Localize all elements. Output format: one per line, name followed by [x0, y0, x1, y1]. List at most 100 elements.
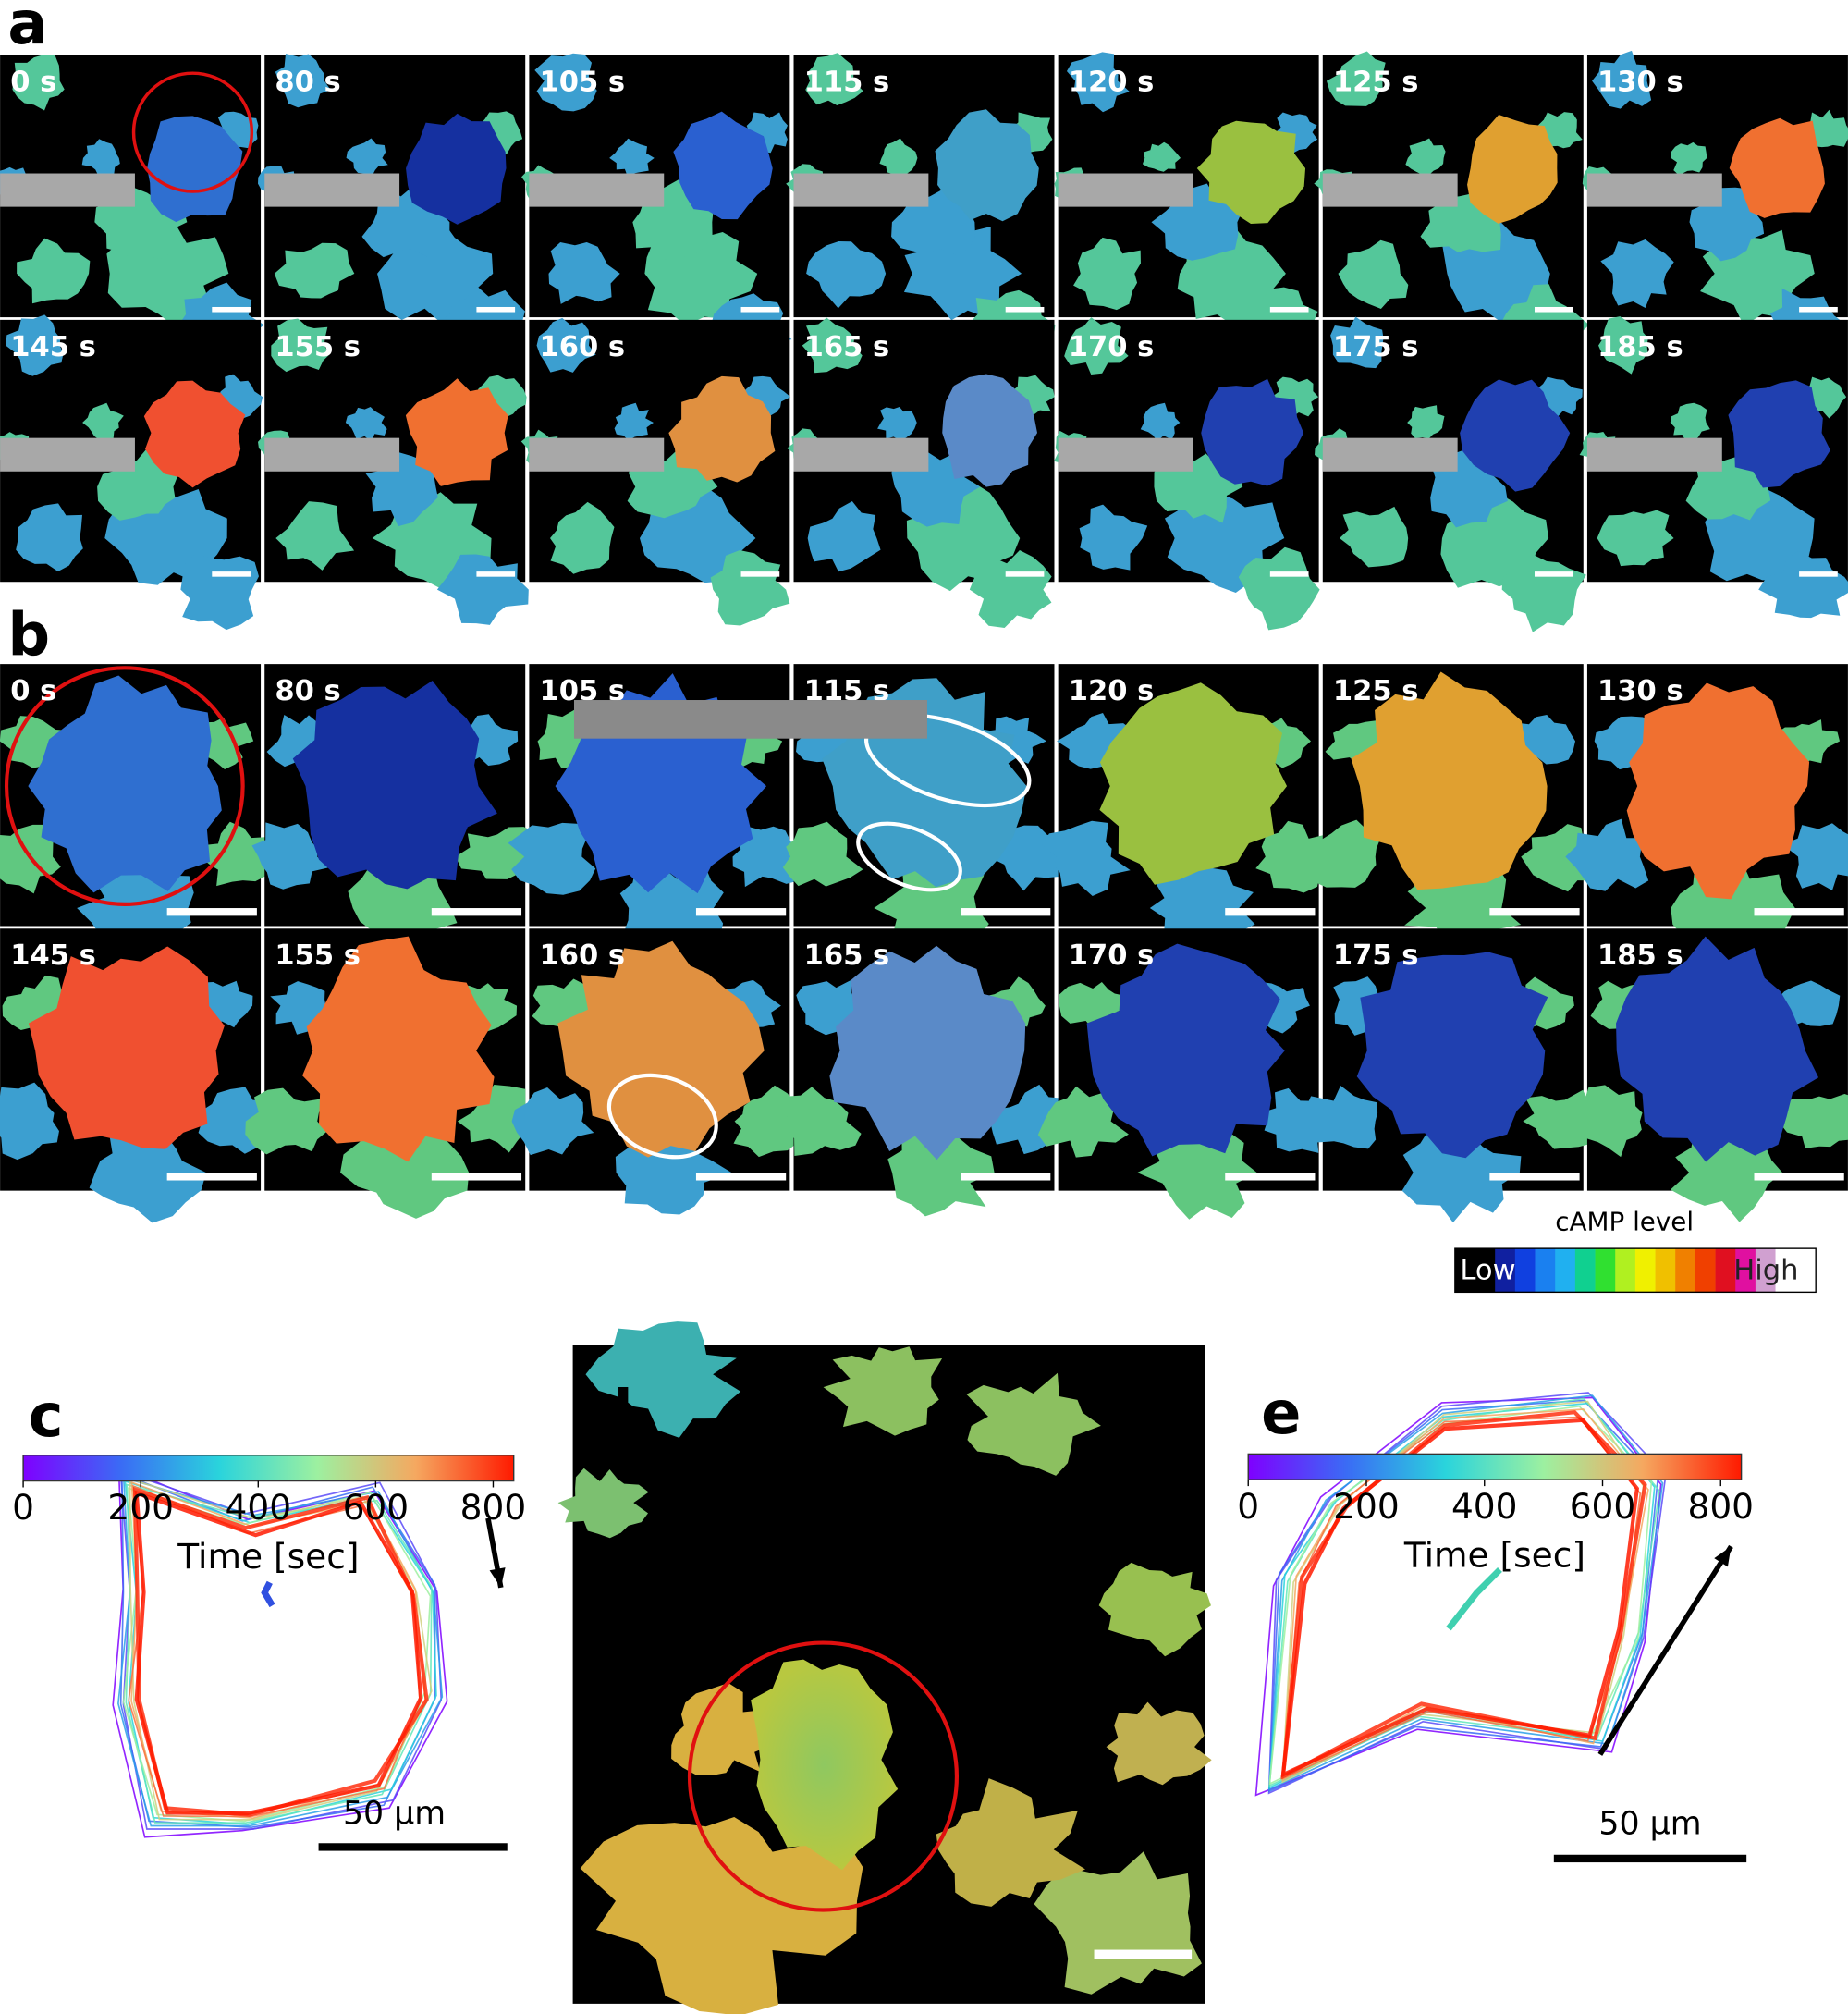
cell — [89, 1120, 207, 1223]
frame-label: 175 s — [1333, 939, 1419, 972]
cell — [1338, 239, 1409, 310]
colorbar-tick-label: 800 — [460, 1487, 527, 1528]
cell — [802, 317, 863, 374]
cell — [887, 1123, 995, 1217]
micrograph: 115 s — [786, 53, 1056, 365]
target-cell — [1728, 380, 1830, 488]
target-cell — [829, 945, 1026, 1161]
target-cell — [406, 113, 507, 225]
cell — [879, 138, 918, 177]
colorbar-segment — [1634, 1248, 1656, 1293]
colorbar-segment — [1495, 1248, 1516, 1293]
cell — [806, 240, 887, 309]
scale-bar — [1489, 908, 1580, 916]
colorbar-segment — [1615, 1248, 1636, 1293]
target-cell — [28, 675, 222, 893]
cell — [534, 53, 597, 112]
cell — [1671, 141, 1707, 176]
scale-bar — [695, 908, 787, 916]
cell — [782, 821, 863, 887]
frame-label: 155 s — [275, 331, 361, 363]
pipette — [529, 437, 665, 472]
cell — [1782, 823, 1848, 891]
scale-bar — [740, 571, 780, 577]
micrograph: 105 s — [521, 53, 792, 362]
scale-bar — [431, 1173, 522, 1181]
micrograph: 120 s — [1042, 664, 1330, 958]
cell — [1670, 402, 1710, 443]
cell — [557, 1468, 649, 1539]
cell — [275, 54, 331, 108]
cell-contour — [1281, 1408, 1649, 1782]
micrograph: 80 s — [258, 54, 526, 361]
frame-label: 125 s — [1333, 67, 1419, 99]
target-cell — [405, 378, 508, 486]
target-cell — [935, 109, 1039, 222]
pipette — [1586, 173, 1722, 207]
cell — [1405, 138, 1446, 176]
colorbar-segment — [1574, 1248, 1596, 1293]
scale-bar — [212, 571, 251, 577]
pipette — [0, 173, 135, 207]
micrograph: 175 s — [1304, 928, 1597, 1223]
micrograph: 175 s — [1315, 316, 1586, 632]
micrograph: 160 s — [520, 317, 791, 626]
colorbar-segment — [1514, 1248, 1536, 1293]
cell-contour — [1267, 1392, 1667, 1795]
micrograph: 80 s — [251, 664, 545, 960]
micrograph: 0 s — [0, 664, 281, 946]
cell — [609, 138, 655, 178]
cell — [1299, 819, 1383, 888]
target-cell — [302, 936, 495, 1162]
frame-label: 115 s — [804, 67, 890, 99]
scale-bar — [1534, 306, 1573, 313]
region-ellipse — [856, 821, 962, 892]
cell — [1778, 1094, 1848, 1148]
frame-label: 170 s — [1069, 939, 1155, 972]
colorbar-segment — [1555, 1248, 1576, 1293]
frame-label: 155 s — [275, 939, 361, 972]
frame-label: 185 s — [1597, 939, 1683, 972]
colorbar-segment — [1795, 1248, 1817, 1293]
target-cell — [28, 946, 225, 1149]
cell — [1263, 1087, 1339, 1153]
colorbar-tick-label: 200 — [1333, 1486, 1400, 1527]
colorbar-tick-label: 400 — [1451, 1486, 1518, 1527]
cell — [476, 375, 527, 418]
cell — [17, 238, 91, 304]
colorbar-tick-label: 400 — [225, 1487, 291, 1528]
frame-label: 80 s — [275, 67, 340, 99]
scale-bar — [476, 306, 516, 313]
scale-bar — [166, 1173, 257, 1181]
scale-bar — [1534, 571, 1573, 577]
cell — [251, 822, 328, 890]
colorbar-segment — [1655, 1248, 1676, 1293]
cell — [1523, 1089, 1597, 1149]
scale-bar — [1754, 1173, 1844, 1181]
pipette — [0, 437, 135, 472]
colorbar-tick-label: 200 — [107, 1487, 174, 1528]
scale-bar — [476, 571, 516, 577]
scale-bar — [431, 908, 522, 916]
scale-bar — [1269, 306, 1309, 313]
highlight-circle — [131, 71, 254, 193]
cell — [345, 407, 387, 442]
target-cell — [292, 681, 497, 890]
cell — [457, 1085, 545, 1153]
cell — [1775, 719, 1841, 768]
scale-bar — [1799, 306, 1838, 313]
frame-label: 145 s — [10, 331, 96, 363]
micrograph: 130 s — [1565, 664, 1848, 942]
scale-bar — [1005, 306, 1045, 313]
cell-contour — [1267, 1394, 1664, 1791]
pipette — [1058, 173, 1193, 207]
pipette — [573, 700, 927, 739]
colorbar-segment — [1755, 1248, 1776, 1293]
micrograph: 155 s — [245, 928, 545, 1219]
scale-bar — [961, 1173, 1051, 1181]
highlight-circle — [4, 666, 245, 906]
scale-bar — [1094, 1949, 1193, 1959]
target-cell — [942, 374, 1038, 487]
cell — [1066, 52, 1130, 113]
